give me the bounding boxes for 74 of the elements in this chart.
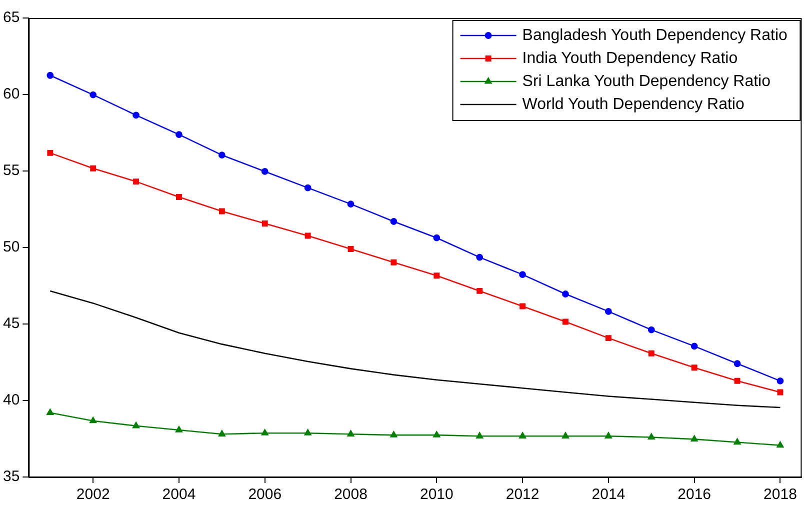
point	[390, 259, 397, 266]
point	[648, 350, 654, 356]
point	[734, 378, 740, 384]
point	[90, 416, 97, 424]
legend-label: India Youth Dependency Ratio	[522, 50, 738, 67]
point	[304, 429, 312, 436]
point	[476, 288, 483, 294]
point	[777, 389, 784, 396]
point	[434, 272, 440, 279]
legend-label: World Youth Dependency Ratio	[522, 96, 744, 113]
point	[347, 200, 354, 208]
point	[175, 426, 182, 432]
point	[734, 360, 741, 368]
point	[734, 438, 741, 445]
point	[690, 342, 698, 350]
x-tick-label: 2010	[420, 486, 454, 504]
y-tick-label: 40	[2, 392, 20, 409]
point	[348, 246, 354, 252]
point	[562, 290, 569, 298]
point	[519, 432, 526, 438]
legend-label: Bangladesh Youth Dependency Ratio	[522, 26, 788, 44]
x-tick-label: 2006	[248, 486, 282, 504]
point	[46, 72, 54, 79]
x-tick-label: 2004	[162, 486, 196, 504]
point	[261, 168, 268, 175]
y-tick-label: 45	[2, 315, 20, 332]
point	[562, 318, 568, 325]
point	[176, 131, 182, 138]
point	[218, 430, 226, 436]
y-tick-label: 65	[2, 9, 20, 26]
point	[218, 152, 226, 159]
point	[90, 165, 96, 172]
legend-label: Sri Lanka Youth Dependency Ratio	[522, 72, 771, 90]
point	[132, 112, 140, 119]
point	[562, 432, 570, 438]
point	[776, 441, 784, 448]
point	[347, 430, 354, 436]
point	[90, 91, 97, 98]
point	[304, 232, 311, 239]
x-tick-label: 2002	[76, 486, 110, 504]
point	[304, 184, 312, 192]
point	[218, 208, 225, 214]
x-tick-label: 2012	[506, 486, 540, 504]
point	[433, 431, 440, 438]
point	[648, 326, 655, 334]
point	[133, 178, 140, 185]
x-tick-label: 2008	[334, 486, 368, 504]
point	[476, 254, 484, 261]
point	[46, 408, 54, 416]
point	[390, 218, 398, 225]
point	[776, 377, 784, 384]
x-tick-label: 2014	[592, 486, 626, 504]
point	[390, 431, 398, 438]
point	[648, 433, 655, 440]
point	[132, 422, 140, 428]
point	[604, 432, 612, 438]
point	[176, 194, 182, 200]
point	[47, 150, 54, 156]
x-tick-label: 2016	[678, 486, 712, 504]
point	[519, 271, 526, 278]
point	[520, 303, 526, 310]
y-tick-label: 35	[2, 468, 20, 486]
point	[433, 234, 440, 242]
point	[604, 308, 612, 315]
point	[262, 220, 268, 226]
point	[691, 364, 698, 371]
point	[690, 435, 698, 442]
y-tick-label: 50	[2, 238, 20, 256]
x-tick-label: 2018	[764, 486, 797, 504]
point	[605, 335, 612, 342]
y-tick-label: 60	[2, 86, 20, 103]
point	[476, 432, 484, 438]
y-tick-label: 55	[2, 162, 20, 180]
point	[261, 429, 268, 436]
